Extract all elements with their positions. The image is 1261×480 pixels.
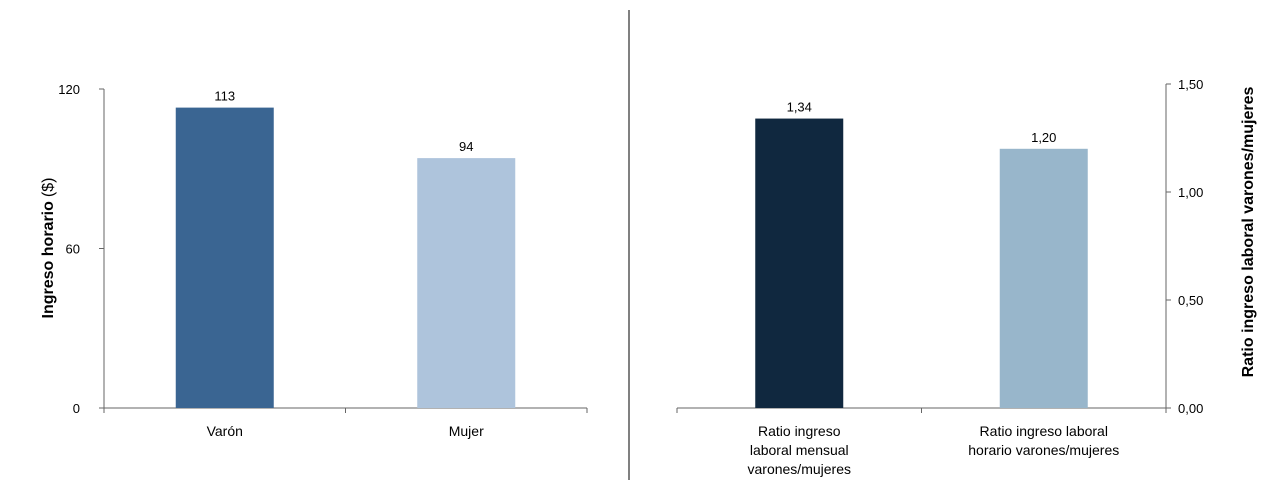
data-label: 1,34 bbox=[787, 100, 812, 115]
y-tick-label: 0 bbox=[73, 401, 80, 416]
data-label: 1,20 bbox=[1031, 130, 1056, 145]
y-tick-label: 120 bbox=[58, 82, 80, 97]
chart-ratio-ingreso: Ratio ingreso laboral varones/mujeres 0,… bbox=[676, 77, 1257, 477]
y-axis-title-right: Ratio ingreso laboral varones/mujeres bbox=[1240, 87, 1257, 378]
y-tick-label: 60 bbox=[66, 242, 80, 257]
y-tick-label: 0,00 bbox=[1178, 401, 1203, 416]
bar bbox=[417, 158, 516, 408]
y-tick-label: 0,50 bbox=[1178, 293, 1203, 308]
x-tick-label: Ratio ingreso laboral mensual varones/muje… bbox=[748, 423, 852, 477]
y-axis-title-left: Ingreso horario($) bbox=[40, 178, 57, 319]
y-tick-label: 1,00 bbox=[1178, 185, 1203, 200]
bar bbox=[999, 148, 1088, 409]
x-tick-label: Ratio ingreso laboral horario varones/muj… bbox=[968, 423, 1119, 458]
bar bbox=[755, 118, 844, 408]
y-tick-label: 1,50 bbox=[1178, 77, 1203, 92]
x-tick-label: Mujer bbox=[449, 423, 484, 439]
x-tick-label: Varón bbox=[207, 423, 243, 439]
chart-ingreso-horario: Ingreso horario($) 0 60 120 113 Varón 94 Mujer bbox=[40, 82, 588, 439]
data-label: 113 bbox=[214, 89, 235, 104]
data-label: 94 bbox=[459, 139, 473, 154]
bar bbox=[175, 107, 274, 408]
